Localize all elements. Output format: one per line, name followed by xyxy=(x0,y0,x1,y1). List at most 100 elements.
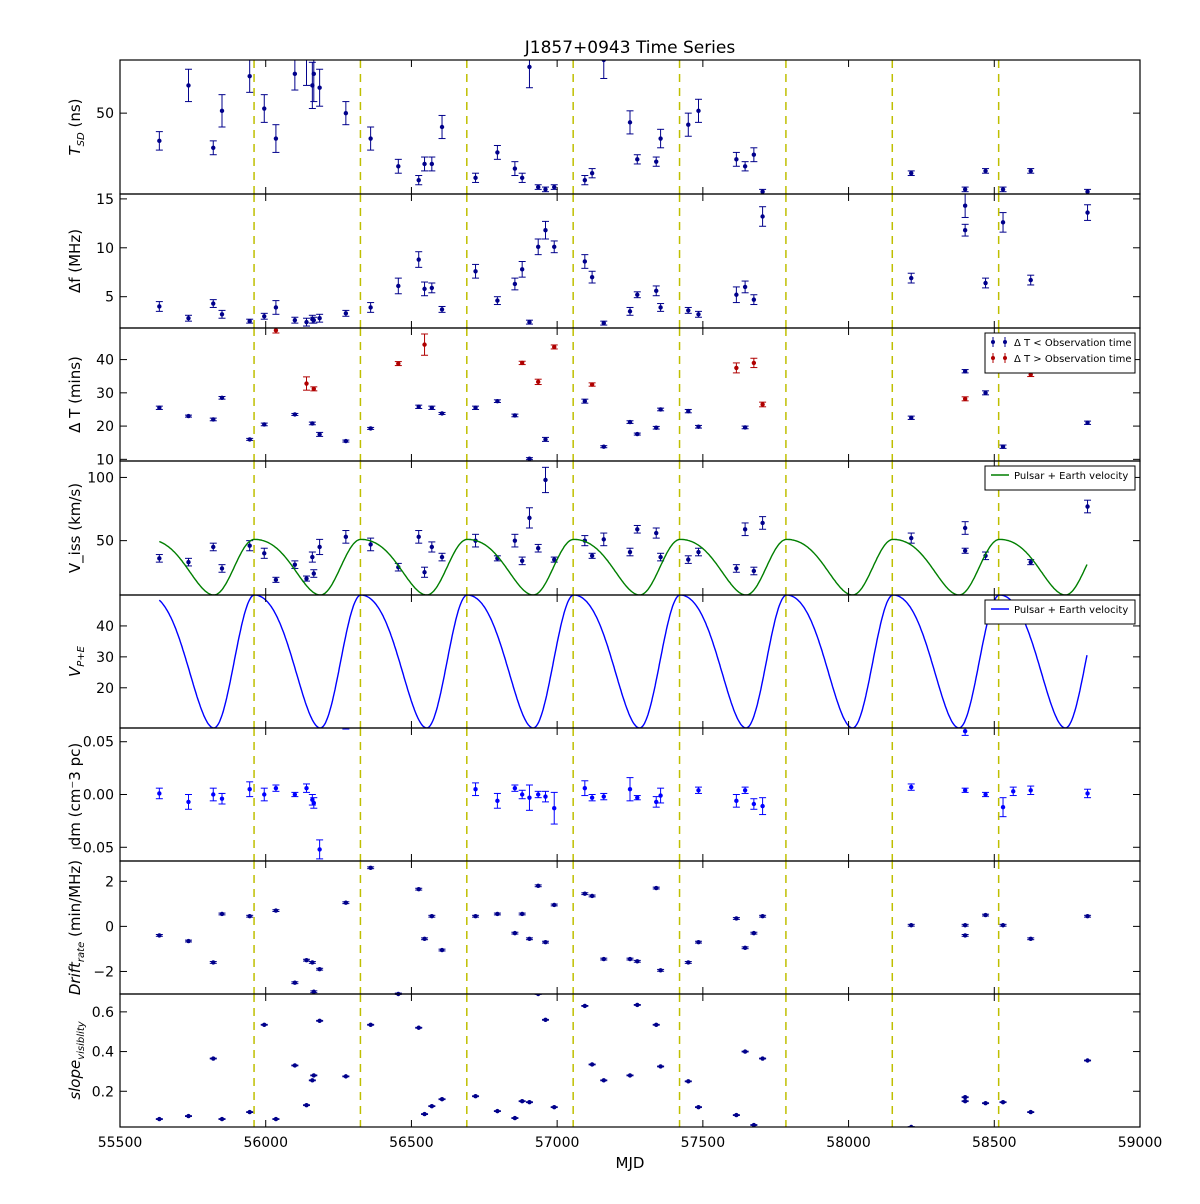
data-point xyxy=(316,1018,324,1023)
data-marker xyxy=(543,939,548,945)
data-marker xyxy=(962,1095,968,1100)
data-marker xyxy=(627,787,633,792)
data-marker xyxy=(512,538,518,543)
data-marker xyxy=(219,312,225,317)
data-marker xyxy=(495,150,500,155)
data-point xyxy=(291,980,299,985)
data-point xyxy=(741,1049,749,1054)
data-marker xyxy=(527,936,532,941)
data-point xyxy=(741,522,749,537)
data-marker xyxy=(157,405,162,410)
data-point xyxy=(155,131,163,151)
data-point xyxy=(209,140,217,156)
plot-area-viss xyxy=(155,466,1092,595)
data-point xyxy=(310,989,318,994)
data-point xyxy=(303,1102,311,1108)
data-point xyxy=(732,916,740,921)
plot-area-df xyxy=(155,194,1092,327)
data-marker xyxy=(310,554,315,560)
data-marker xyxy=(760,189,765,194)
data-point xyxy=(759,206,767,227)
panel-df: 5 10 15 Δf (MHz) xyxy=(66,192,1141,329)
data-point xyxy=(907,415,915,420)
data-marker xyxy=(186,559,191,565)
data-marker xyxy=(552,806,557,811)
data-point xyxy=(657,128,665,149)
data-marker xyxy=(536,883,541,888)
data-point xyxy=(272,1116,280,1122)
data-point xyxy=(626,547,634,557)
data-marker xyxy=(760,214,765,219)
data-point xyxy=(342,1074,350,1079)
data-point xyxy=(694,939,702,945)
data-point xyxy=(421,566,429,578)
data-point xyxy=(246,1109,254,1115)
data-point xyxy=(308,551,316,563)
data-point xyxy=(246,437,254,442)
data-point xyxy=(518,789,526,800)
data-point xyxy=(316,313,324,323)
data-point xyxy=(394,158,402,174)
legend-swatch xyxy=(1003,356,1007,360)
x-tick-label: 57000 xyxy=(535,1135,580,1151)
data-point xyxy=(493,792,501,809)
data-marker xyxy=(211,145,216,150)
data-point xyxy=(1084,420,1092,425)
data-point xyxy=(750,566,758,576)
data-marker xyxy=(962,369,968,374)
data-point xyxy=(588,270,596,284)
data-point xyxy=(472,914,480,919)
data-marker xyxy=(495,911,500,917)
data-point xyxy=(316,538,324,556)
data-marker xyxy=(543,437,548,442)
data-point xyxy=(260,787,268,802)
data-marker xyxy=(311,386,316,392)
data-point xyxy=(741,786,749,794)
data-point xyxy=(657,303,665,312)
data-point xyxy=(633,524,641,534)
data-marker xyxy=(429,544,435,550)
data-marker xyxy=(473,914,478,919)
data-point xyxy=(694,310,702,318)
data-point xyxy=(541,186,549,193)
data-point xyxy=(303,317,311,327)
data-marker xyxy=(601,537,606,542)
data-marker xyxy=(273,1116,279,1122)
data-marker xyxy=(512,166,518,171)
data-point xyxy=(421,1111,429,1117)
data-point xyxy=(291,560,299,569)
data-marker xyxy=(527,456,532,461)
data-marker xyxy=(262,106,267,111)
data-marker xyxy=(742,945,748,950)
data-point xyxy=(511,533,519,548)
data-point xyxy=(541,220,549,240)
data-point xyxy=(394,361,402,367)
y-tick-label: 100 xyxy=(87,470,114,486)
data-marker xyxy=(396,283,401,289)
data-point xyxy=(600,444,608,449)
data-point xyxy=(511,930,519,936)
data-point xyxy=(525,456,533,461)
data-marker xyxy=(247,787,252,792)
data-marker xyxy=(751,568,757,574)
data-marker xyxy=(627,419,633,425)
data-marker xyxy=(416,404,421,410)
data-marker xyxy=(658,407,663,412)
data-marker xyxy=(909,415,914,420)
data-marker xyxy=(751,930,757,936)
x-tick-label: 55500 xyxy=(98,1135,143,1151)
data-marker xyxy=(601,320,606,326)
data-marker xyxy=(760,803,765,809)
data-point xyxy=(367,426,375,431)
series-line xyxy=(159,538,1088,595)
x-tick-label: 56500 xyxy=(389,1135,434,1151)
data-point xyxy=(550,1104,558,1110)
data-marker xyxy=(317,847,322,852)
data-point xyxy=(759,1056,767,1061)
data-marker xyxy=(635,292,640,297)
data-point xyxy=(982,277,990,289)
data-point xyxy=(1084,914,1092,919)
data-marker xyxy=(909,275,914,281)
data-point xyxy=(534,883,542,888)
data-marker xyxy=(310,960,315,965)
